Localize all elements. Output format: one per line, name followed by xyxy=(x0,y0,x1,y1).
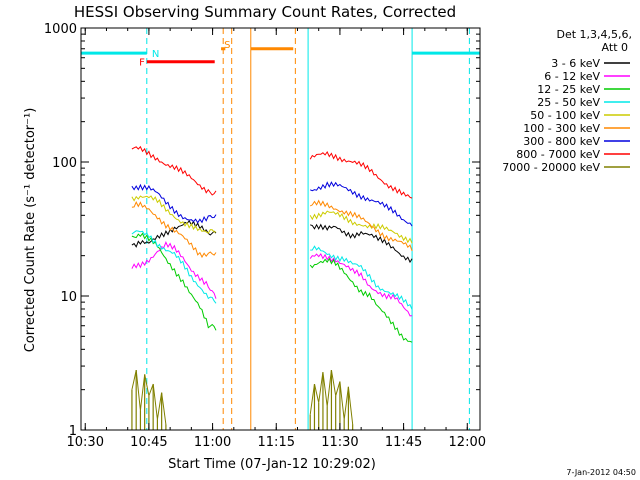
legend-label: 7000 - 20000 keV xyxy=(502,161,600,174)
x-tick-label: 11:30 xyxy=(321,435,358,450)
legend-entry: 300 - 800 keV xyxy=(523,135,630,148)
legend-entry: 3 - 6 keV xyxy=(551,57,630,70)
annotations-layer: NF S xyxy=(139,40,230,69)
legend-entry: 12 - 25 keV xyxy=(537,83,630,96)
x-axis-label: Start Time (07-Jan-12 10:29:02) xyxy=(168,457,376,472)
legend-attenuator: Att 0 xyxy=(602,41,628,54)
series-layer xyxy=(131,145,413,430)
vlines-layer xyxy=(146,28,470,430)
series-line xyxy=(309,210,413,244)
legend-header: Det 1,3,4,5,6, Att 0 xyxy=(556,28,632,54)
series-line xyxy=(309,252,413,317)
legend-detectors: Det 1,3,4,5,6, xyxy=(556,28,632,41)
date-stamp: 7-Jan-2012 04:50 xyxy=(566,468,636,477)
x-tick-label: 11:45 xyxy=(385,435,422,450)
y-tick-label: 10 xyxy=(60,290,77,305)
y-tick-label: 100 xyxy=(52,156,77,171)
annotation-label: S xyxy=(224,40,230,51)
series-line xyxy=(310,181,413,227)
plot-area: NFS 10:30 10:45 11:00 11:15 11:30 11:45 12:00 … xyxy=(44,22,486,450)
x-tick-label: 11:00 xyxy=(194,435,231,450)
series-line xyxy=(310,223,413,264)
annotation-label: N xyxy=(152,49,159,60)
legend-entry: 25 - 50 keV xyxy=(537,96,630,109)
y-axis-label: Corrected Count Rate (s⁻¹ detector⁻¹) xyxy=(23,108,38,353)
series-line xyxy=(131,145,217,196)
y-tick-label: 1 xyxy=(69,424,77,439)
y-tick-label: 1000 xyxy=(44,22,77,37)
legend-entry: 50 - 100 keV xyxy=(530,109,630,122)
y-ticks-layer: 1 10 100 1000 xyxy=(44,22,480,439)
chart-title: HESSI Observing Summary Count Rates, Cor… xyxy=(74,3,456,21)
series-line xyxy=(310,245,413,310)
annotation-label: F xyxy=(139,58,145,69)
series-line xyxy=(131,230,217,304)
legend-entry: 6 - 12 keV xyxy=(544,70,630,83)
x-tick-label: 10:45 xyxy=(130,435,167,450)
segments-layer xyxy=(81,47,480,64)
series-line xyxy=(131,232,217,331)
series-line xyxy=(309,151,413,199)
legend-label: 800 - 7000 keV xyxy=(516,148,600,161)
series-line xyxy=(131,201,217,259)
legend-label: 50 - 100 keV xyxy=(530,109,600,122)
series-line xyxy=(131,241,217,299)
series-line xyxy=(131,219,217,248)
legend-entry: 100 - 300 keV xyxy=(523,122,630,135)
legend-label: 100 - 300 keV xyxy=(523,122,600,135)
legend-label: 300 - 800 keV xyxy=(523,135,600,148)
legend-entry: 7000 - 20000 keV xyxy=(502,161,630,174)
x-tick-label: 11:15 xyxy=(258,435,295,450)
x-tick-label: 12:00 xyxy=(449,435,486,450)
series-line xyxy=(131,183,217,224)
series-line xyxy=(309,257,413,343)
x-tick-label: 10:30 xyxy=(67,435,104,450)
x-ticks-layer: 10:30 10:45 11:00 11:15 11:30 11:45 12:00 xyxy=(67,28,486,450)
plot-frame xyxy=(80,27,481,431)
legend-label: 12 - 25 keV xyxy=(537,83,600,96)
legend-entry: 800 - 7000 keV xyxy=(516,148,630,161)
series-line xyxy=(131,195,217,234)
series-line xyxy=(309,199,413,252)
legend-label: 3 - 6 keV xyxy=(551,57,600,70)
legend-label: 25 - 50 keV xyxy=(537,96,600,109)
legend-label: 6 - 12 keV xyxy=(544,70,600,83)
